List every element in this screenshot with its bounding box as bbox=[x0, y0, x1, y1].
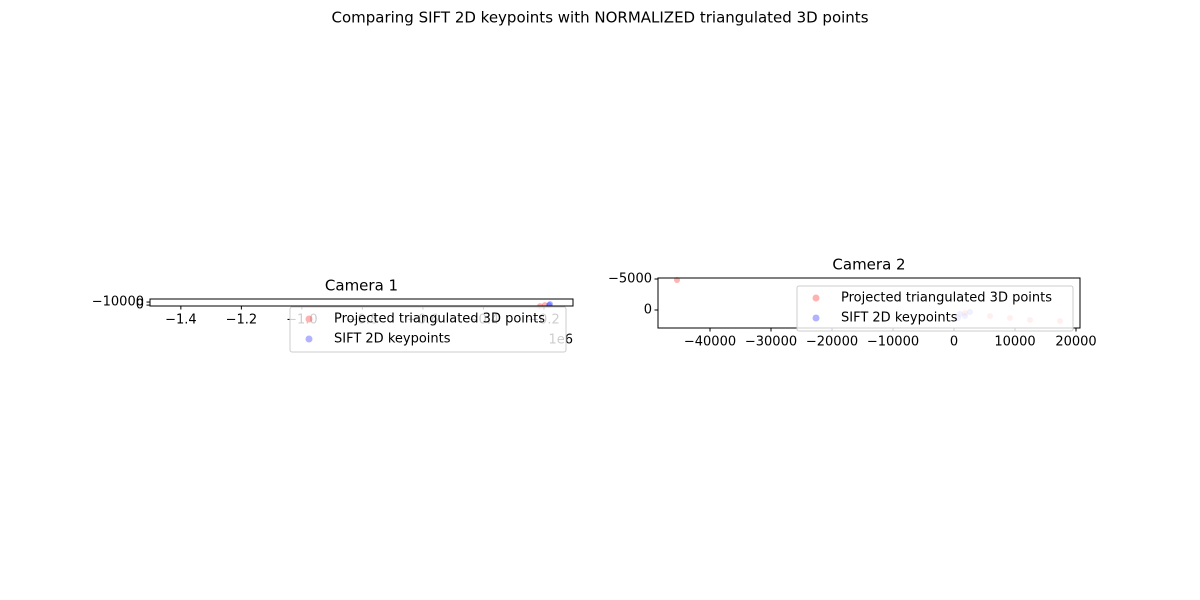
x-tick-label: −40000 bbox=[684, 335, 736, 350]
legend-label: Projected triangulated 3D points bbox=[841, 291, 1052, 306]
legend-marker bbox=[305, 335, 313, 343]
x-tick-label: −30000 bbox=[745, 335, 797, 350]
axes-frame bbox=[149, 298, 574, 307]
x-tick-label: 0 bbox=[950, 335, 958, 350]
y-tick-label: 0 bbox=[136, 298, 144, 313]
x-tick-label: 10000 bbox=[994, 335, 1035, 350]
legend-marker bbox=[305, 315, 313, 323]
x-tick-label: −10000 bbox=[867, 335, 919, 350]
legend-marker bbox=[812, 294, 820, 302]
y-tick-label: −10000 bbox=[92, 295, 144, 310]
legend-label: SIFT 2D keypoints bbox=[334, 332, 451, 347]
legend: Projected triangulated 3D points SIFT 2D … bbox=[289, 306, 567, 353]
y-tick-label: −5000 bbox=[608, 271, 652, 286]
x-tick-label: −1.4 bbox=[165, 313, 197, 328]
legend-label: Projected triangulated 3D points bbox=[334, 312, 545, 327]
legend-marker bbox=[812, 314, 820, 322]
x-tick-label: 20000 bbox=[1055, 335, 1096, 350]
x-tick-label: −20000 bbox=[806, 335, 858, 350]
subplot-title: Camera 1 bbox=[325, 277, 398, 295]
subplot-title: Camera 2 bbox=[832, 256, 905, 274]
legend: Projected triangulated 3D points SIFT 2D … bbox=[796, 285, 1074, 332]
legend-frame bbox=[289, 306, 567, 353]
figure-title: Comparing SIFT 2D keypoints with NORMALI… bbox=[331, 9, 868, 27]
x-tick-label: −1.2 bbox=[226, 313, 258, 328]
legend-frame bbox=[796, 285, 1074, 332]
legend-label: SIFT 2D keypoints bbox=[841, 311, 958, 326]
y-tick-label: 0 bbox=[644, 303, 652, 318]
